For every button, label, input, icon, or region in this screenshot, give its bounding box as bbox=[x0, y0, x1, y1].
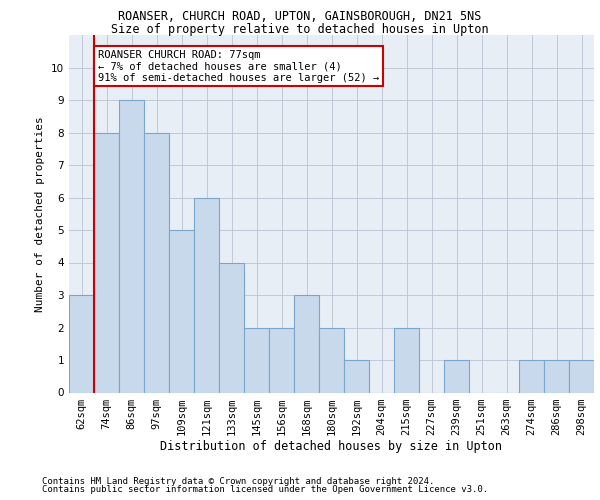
Bar bbox=[544, 360, 569, 392]
Bar bbox=[319, 328, 344, 392]
Bar bbox=[344, 360, 369, 392]
Text: ROANSER CHURCH ROAD: 77sqm
← 7% of detached houses are smaller (4)
91% of semi-d: ROANSER CHURCH ROAD: 77sqm ← 7% of detac… bbox=[98, 50, 379, 83]
Bar bbox=[394, 328, 419, 392]
Bar bbox=[169, 230, 194, 392]
Bar bbox=[94, 132, 119, 392]
Text: Contains HM Land Registry data © Crown copyright and database right 2024.: Contains HM Land Registry data © Crown c… bbox=[42, 477, 434, 486]
Bar bbox=[444, 360, 469, 392]
Text: ROANSER, CHURCH ROAD, UPTON, GAINSBOROUGH, DN21 5NS: ROANSER, CHURCH ROAD, UPTON, GAINSBOROUG… bbox=[118, 10, 482, 23]
Bar bbox=[269, 328, 294, 392]
Bar bbox=[569, 360, 594, 392]
Bar bbox=[144, 132, 169, 392]
X-axis label: Distribution of detached houses by size in Upton: Distribution of detached houses by size … bbox=[161, 440, 503, 454]
Bar bbox=[519, 360, 544, 392]
Text: Contains public sector information licensed under the Open Government Licence v3: Contains public sector information licen… bbox=[42, 485, 488, 494]
Bar bbox=[219, 262, 244, 392]
Text: Size of property relative to detached houses in Upton: Size of property relative to detached ho… bbox=[111, 22, 489, 36]
Bar bbox=[244, 328, 269, 392]
Y-axis label: Number of detached properties: Number of detached properties bbox=[35, 116, 46, 312]
Bar bbox=[194, 198, 219, 392]
Bar bbox=[294, 295, 319, 392]
Bar bbox=[69, 295, 94, 392]
Bar bbox=[119, 100, 144, 392]
